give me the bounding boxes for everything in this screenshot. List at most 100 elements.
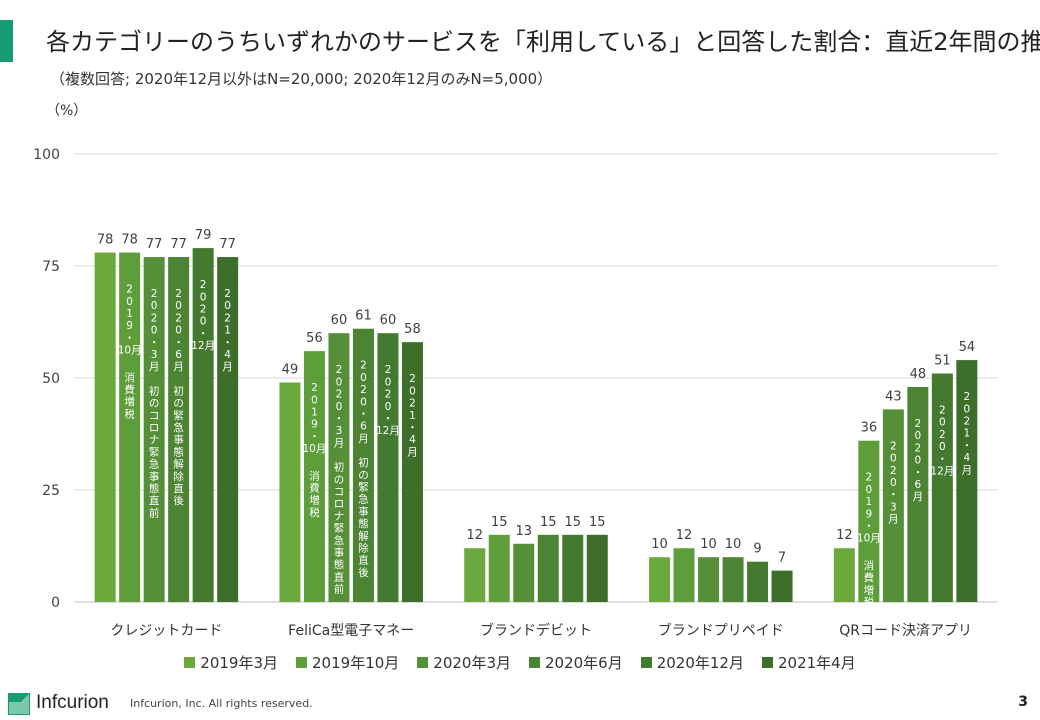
bar bbox=[143, 257, 165, 602]
bar bbox=[401, 342, 423, 602]
bar bbox=[94, 252, 116, 602]
bar-annotation: 2 0 2 0 ・ 12月 bbox=[191, 279, 215, 352]
data-label: 60 bbox=[380, 313, 397, 328]
bar bbox=[747, 561, 769, 602]
bar bbox=[586, 534, 608, 602]
bar-annotation: 2 0 2 0 ・ 3 月初のコロナ緊急事態直前 bbox=[149, 288, 160, 519]
data-label: 77 bbox=[170, 237, 187, 252]
legend-swatch bbox=[296, 657, 308, 668]
data-label: 12 bbox=[676, 528, 693, 543]
data-label: 43 bbox=[885, 389, 902, 404]
bar bbox=[168, 257, 190, 602]
data-label: 15 bbox=[491, 515, 508, 530]
data-label: 10 bbox=[651, 537, 668, 552]
bar bbox=[192, 248, 214, 602]
bar-annotation: 2 0 2 1 ・ 4 月 bbox=[222, 288, 233, 373]
bar bbox=[119, 252, 141, 602]
data-label: 13 bbox=[515, 524, 532, 539]
data-label: 56 bbox=[306, 331, 323, 346]
copyright: Infcurion, Inc. All rights reserved. bbox=[130, 697, 313, 710]
legend-label: 2019年3月 bbox=[200, 654, 279, 672]
legend-swatch bbox=[761, 657, 773, 668]
bar bbox=[722, 557, 744, 602]
bar bbox=[833, 548, 855, 602]
bar-annotation: 2 0 2 0 ・ 6 月初の緊急事態解除直後 bbox=[358, 360, 369, 579]
bar bbox=[931, 373, 953, 602]
x-tick-label: クレジットカード bbox=[110, 623, 222, 639]
bar-annotation: 2 0 1 9 ・ 10月消費増税 bbox=[857, 472, 881, 609]
data-label: 7 bbox=[778, 551, 786, 566]
bar-annotation: 2 0 2 0 ・ 6 月初の緊急事態解除直後 bbox=[173, 288, 184, 507]
bar bbox=[217, 257, 239, 602]
bar bbox=[303, 351, 325, 602]
legend-item: 2020年3月 bbox=[417, 652, 511, 673]
bar bbox=[649, 557, 671, 602]
y-axis-unit: （%） bbox=[46, 103, 88, 119]
legend-item: 2019年10月 bbox=[296, 652, 399, 673]
bar-annotation: 2 0 2 1 ・ 4 月 bbox=[962, 391, 973, 476]
bar-annotation: 2 0 2 0 ・ 12月 bbox=[930, 405, 954, 478]
data-label: 15 bbox=[540, 515, 557, 530]
bar-annotation: 2 0 1 9 ・ 10月消費増税 bbox=[303, 382, 327, 519]
bar-annotation: 2 0 2 0 ・ 12月 bbox=[376, 364, 400, 437]
legend-label: 2019年10月 bbox=[312, 654, 400, 672]
bar bbox=[377, 333, 399, 602]
page-subtitle: （複数回答; 2020年12月以外はN=20,000; 2020年12月のみN=… bbox=[50, 70, 553, 88]
x-tick-label: ブランドプリペイド bbox=[658, 622, 784, 639]
y-tick-label: 0 bbox=[51, 595, 60, 611]
data-label: 12 bbox=[836, 528, 853, 543]
data-label: 77 bbox=[219, 237, 236, 252]
x-tick-label: QRコード決済アプリ bbox=[839, 623, 972, 639]
bar bbox=[513, 543, 535, 602]
bar-annotation: 2 0 1 9 ・ 10月消費増税 bbox=[118, 284, 142, 421]
data-label: 77 bbox=[146, 237, 163, 252]
bar bbox=[771, 570, 793, 602]
data-label: 9 bbox=[753, 542, 761, 557]
legend-label: 2020年6月 bbox=[545, 654, 623, 672]
data-label: 78 bbox=[97, 233, 114, 248]
x-tick-label: ブランドデビット bbox=[480, 622, 592, 639]
y-tick-label: 25 bbox=[42, 483, 60, 499]
data-label: 15 bbox=[564, 515, 581, 530]
legend-label: 2021年4月 bbox=[777, 654, 856, 672]
infcurion-logo-icon bbox=[8, 693, 30, 715]
x-tick-label: FeliCa型電子マネー bbox=[288, 623, 414, 639]
legend-swatch bbox=[184, 657, 196, 668]
data-label: 79 bbox=[195, 228, 212, 243]
data-label: 61 bbox=[355, 309, 372, 324]
legend-swatch bbox=[529, 657, 540, 668]
y-tick-label: 50 bbox=[42, 371, 60, 387]
bar-annotation: 2 0 2 0 ・ 3 月初のコロナ緊急事態直前 bbox=[334, 364, 345, 595]
data-label: 49 bbox=[282, 362, 299, 377]
title-accent-bar bbox=[0, 20, 13, 62]
bar bbox=[488, 534, 510, 602]
data-label: 58 bbox=[404, 322, 421, 337]
bar bbox=[907, 386, 929, 602]
logo-text: Infcurion bbox=[36, 692, 109, 713]
bar bbox=[464, 548, 486, 602]
y-tick-label: 100 bbox=[33, 147, 60, 163]
bar bbox=[279, 382, 301, 602]
data-label: 78 bbox=[121, 233, 138, 248]
data-label: 12 bbox=[466, 528, 483, 543]
bar bbox=[328, 333, 350, 602]
bar bbox=[882, 409, 904, 602]
legend-item: 2019年3月 bbox=[184, 652, 278, 673]
footer: Infcurion Infcurion, Inc. All rights res… bbox=[8, 692, 1032, 716]
bar bbox=[698, 557, 720, 602]
data-label: 10 bbox=[725, 537, 742, 552]
bar-annotation: 2 0 2 0 ・ 3 月 bbox=[888, 440, 899, 525]
bar bbox=[537, 534, 559, 602]
data-label: 48 bbox=[910, 367, 927, 382]
chart-legend: 2019年3月 2019年10月 2020年3月 2020年6月 2020年12月 202… bbox=[0, 652, 1040, 673]
page-title: 各カテゴリーのうちいずれかのサービスを「利用している」と回答した割合：直近2年間… bbox=[46, 28, 1040, 56]
page-number: 3 bbox=[1018, 694, 1028, 710]
data-label: 36 bbox=[861, 421, 878, 436]
bar bbox=[956, 360, 978, 602]
legend-swatch bbox=[640, 657, 652, 668]
y-tick-label: 75 bbox=[42, 259, 60, 275]
legend-label: 2020年12月 bbox=[656, 654, 744, 672]
data-label: 54 bbox=[959, 340, 976, 355]
bar bbox=[673, 548, 695, 602]
